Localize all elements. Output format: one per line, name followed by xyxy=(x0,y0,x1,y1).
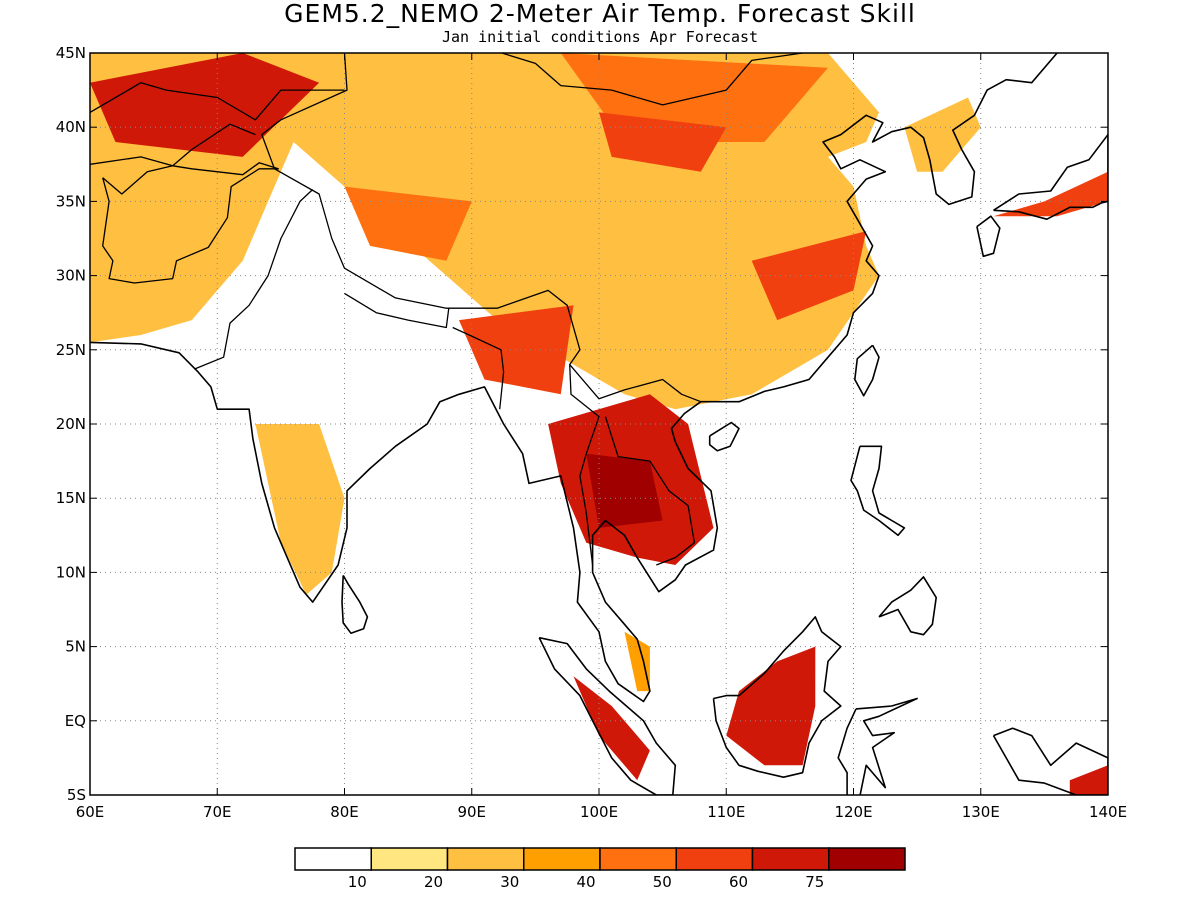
border-turkmen xyxy=(90,123,256,167)
chart-subtitle: Jan initial conditions Apr Forecast xyxy=(441,28,759,46)
region-sumatra xyxy=(573,676,650,781)
region-korea-north xyxy=(904,97,981,172)
border-central-asia xyxy=(90,82,345,121)
lon-tick-label: 80E xyxy=(330,803,359,821)
lat-tick-label: 5S xyxy=(67,786,86,804)
coast-hainan xyxy=(708,421,740,452)
coast-mindanao xyxy=(878,576,938,636)
colorbar: 10 20 30 40 50 60 75 xyxy=(294,847,906,891)
lat-tick-label: 30N xyxy=(56,267,86,285)
lon-tick-label: 90E xyxy=(457,803,486,821)
region-tibet-west xyxy=(344,186,472,261)
lat-tick-label: 35N xyxy=(56,192,86,210)
colorbar-label: 40 xyxy=(576,873,595,891)
lat-tick-label: 15N xyxy=(56,489,86,507)
colorbar-label: 30 xyxy=(500,873,519,891)
region-borneo xyxy=(726,646,816,766)
axis-ticks: 60E 70E 80E 90E 100E 110E 120E 130E 140E 45N 40N 35… xyxy=(56,44,1127,821)
coast-borneo xyxy=(712,616,842,779)
lat-tick-label: 10N xyxy=(56,563,86,581)
colorbar-swatch xyxy=(370,847,449,871)
lat-tick-label: 25N xyxy=(56,341,86,359)
lon-tick-label: 60E xyxy=(76,803,105,821)
lon-tick-label: 110E xyxy=(707,803,745,821)
coast-new-guinea xyxy=(992,727,1108,795)
border-india-pak xyxy=(194,189,314,370)
region-myanmar-bangladesh xyxy=(459,305,574,395)
lat-tick-label: 45N xyxy=(56,44,86,62)
region-china-mongolia xyxy=(268,53,880,410)
colorbar-swatch xyxy=(446,847,525,871)
colorbar-swatch xyxy=(675,847,754,871)
lon-tick-label: 120E xyxy=(834,803,872,821)
colorbar-label: 50 xyxy=(653,873,672,891)
grid-lines xyxy=(90,53,1108,795)
border-nepal xyxy=(344,292,450,329)
region-india-south xyxy=(255,424,345,595)
border-myanmar-thai xyxy=(569,364,600,566)
region-japan xyxy=(993,171,1108,217)
region-east-china xyxy=(751,231,867,321)
coastlines xyxy=(90,53,1108,795)
coast-luzon xyxy=(850,445,906,537)
lon-tick-label: 70E xyxy=(203,803,232,821)
border-afg-iran xyxy=(102,162,279,284)
lat-tick-label: EQ xyxy=(65,712,86,730)
border-bangladesh xyxy=(452,326,505,410)
lat-tick-label: 5N xyxy=(65,638,86,656)
coast-sri-lanka xyxy=(341,575,369,635)
lat-tick-label: 20N xyxy=(56,415,86,433)
border-china-kazakh xyxy=(261,53,702,403)
lat-tick-label: 40N xyxy=(56,118,86,136)
border-laos-vietnam xyxy=(604,416,696,566)
coast-taiwan xyxy=(853,344,880,397)
colorbar-label: 75 xyxy=(805,873,824,891)
region-kazakhstan-core xyxy=(90,53,320,157)
skill-regions xyxy=(90,53,1108,795)
chart-title: GEM5.2_NEMO 2-Meter Air Temp. Forecast S… xyxy=(284,0,916,28)
colorbar-label: 60 xyxy=(729,873,748,891)
colorbar-swatch xyxy=(751,847,830,871)
lon-tick-label: 140E xyxy=(1089,803,1127,821)
coast-asia xyxy=(90,53,1058,703)
coast-sulawesi xyxy=(837,697,918,795)
coast-sumatra xyxy=(538,636,677,795)
region-thailand-core xyxy=(586,453,663,528)
colorbar-swatch xyxy=(828,847,906,871)
coast-kyushu-shikoku-honshu xyxy=(976,215,1001,258)
colorbar-label: 10 xyxy=(348,873,367,891)
colorbar-swatch xyxy=(599,847,677,871)
colorbar-label: 20 xyxy=(424,873,443,891)
coast-honshu xyxy=(993,133,1108,220)
country-borders xyxy=(90,53,803,566)
lon-tick-label: 100E xyxy=(580,803,618,821)
border-mongolia xyxy=(499,53,803,106)
colorbar-swatch xyxy=(294,847,372,871)
colorbar-swatch xyxy=(523,847,601,871)
region-new-guinea xyxy=(1069,765,1108,795)
lon-tick-label: 130E xyxy=(962,803,1000,821)
